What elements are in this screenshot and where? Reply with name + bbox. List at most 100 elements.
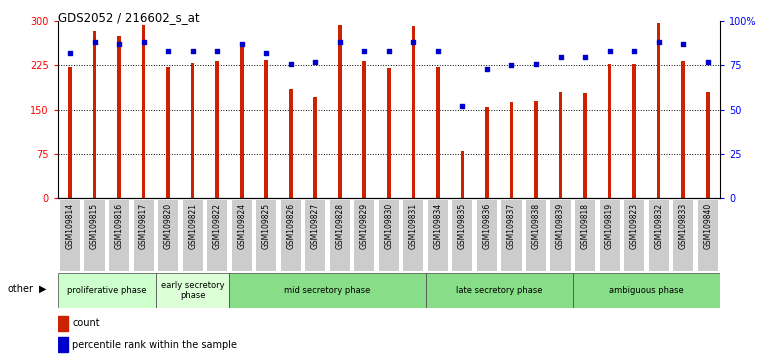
Bar	[551, 200, 571, 271]
Bar	[69, 67, 72, 198]
Text: GSM109828: GSM109828	[335, 203, 344, 249]
Bar	[207, 200, 227, 271]
Bar	[573, 273, 720, 308]
Text: GSM109833: GSM109833	[678, 203, 688, 249]
Bar	[706, 92, 709, 198]
Bar	[229, 273, 426, 308]
Bar	[281, 200, 301, 271]
Point	[383, 48, 395, 54]
Bar	[673, 200, 693, 271]
Bar	[156, 273, 229, 308]
Bar	[239, 46, 243, 198]
Point	[309, 59, 321, 65]
Bar	[117, 36, 121, 198]
Text: GSM109823: GSM109823	[630, 203, 638, 249]
Bar	[632, 64, 636, 198]
Bar	[58, 273, 156, 308]
Point	[89, 40, 101, 45]
Bar	[330, 200, 350, 271]
Bar	[363, 61, 367, 198]
Text: GSM109826: GSM109826	[286, 203, 295, 249]
Text: GSM109818: GSM109818	[581, 203, 590, 249]
Text: GDS2052 / 216602_s_at: GDS2052 / 216602_s_at	[58, 11, 199, 24]
Point	[701, 59, 714, 65]
Bar	[379, 200, 399, 271]
Point	[333, 40, 346, 45]
Bar	[600, 200, 620, 271]
Point	[677, 41, 689, 47]
Text: GSM109824: GSM109824	[237, 203, 246, 249]
Text: GSM109836: GSM109836	[483, 203, 491, 249]
Bar	[698, 200, 718, 271]
Point	[579, 54, 591, 59]
Bar	[191, 63, 195, 198]
Text: GSM109838: GSM109838	[531, 203, 541, 249]
Bar	[305, 200, 326, 271]
Bar	[452, 200, 473, 271]
Bar	[142, 25, 146, 198]
Bar	[387, 68, 390, 198]
Point	[186, 48, 199, 54]
Bar	[411, 26, 415, 198]
Bar	[657, 23, 661, 198]
Bar	[60, 200, 80, 271]
Bar	[403, 200, 424, 271]
Bar	[313, 97, 317, 198]
Text: GSM109831: GSM109831	[409, 203, 418, 249]
Bar	[158, 200, 178, 271]
Bar	[608, 64, 611, 198]
Bar	[526, 200, 546, 271]
Text: other: other	[8, 284, 34, 293]
Bar	[264, 59, 268, 198]
Bar	[477, 200, 497, 271]
Text: GSM109822: GSM109822	[213, 203, 222, 249]
Bar	[256, 200, 276, 271]
Point	[407, 40, 420, 45]
Point	[137, 40, 149, 45]
Text: GSM109834: GSM109834	[434, 203, 443, 249]
Text: GSM109817: GSM109817	[139, 203, 148, 249]
Point	[113, 41, 126, 47]
Bar	[624, 200, 644, 271]
Point	[64, 50, 76, 56]
Text: GSM109815: GSM109815	[90, 203, 99, 249]
Text: GSM109814: GSM109814	[65, 203, 75, 249]
Point	[211, 48, 223, 54]
Bar	[85, 200, 105, 271]
Point	[236, 41, 248, 47]
Text: ambiguous phase: ambiguous phase	[609, 286, 684, 295]
Text: percentile rank within the sample: percentile rank within the sample	[72, 339, 237, 350]
Point	[432, 48, 444, 54]
Point	[358, 48, 370, 54]
Text: GSM109821: GSM109821	[188, 203, 197, 249]
Point	[505, 63, 517, 68]
Bar	[460, 151, 464, 198]
Text: GSM109832: GSM109832	[654, 203, 663, 249]
Point	[604, 48, 616, 54]
Text: GSM109829: GSM109829	[360, 203, 369, 249]
Text: count: count	[72, 318, 100, 329]
Point	[530, 61, 542, 67]
Text: GSM109835: GSM109835	[458, 203, 467, 249]
Text: proliferative phase: proliferative phase	[67, 286, 146, 295]
Bar	[289, 89, 293, 198]
Bar	[648, 200, 668, 271]
Bar	[681, 61, 685, 198]
Point	[260, 50, 273, 56]
Text: GSM109827: GSM109827	[311, 203, 320, 249]
Point	[162, 48, 174, 54]
Text: GSM109837: GSM109837	[507, 203, 516, 249]
Bar	[58, 337, 68, 352]
Text: GSM109819: GSM109819	[605, 203, 614, 249]
Bar	[338, 25, 342, 198]
Bar	[583, 93, 587, 198]
Point	[652, 40, 665, 45]
Text: GSM109830: GSM109830	[384, 203, 393, 249]
Bar	[58, 316, 68, 331]
Bar	[232, 200, 252, 271]
Bar	[559, 92, 562, 198]
Bar	[510, 102, 514, 198]
Bar	[166, 67, 170, 198]
Bar	[501, 200, 521, 271]
Point	[554, 54, 567, 59]
